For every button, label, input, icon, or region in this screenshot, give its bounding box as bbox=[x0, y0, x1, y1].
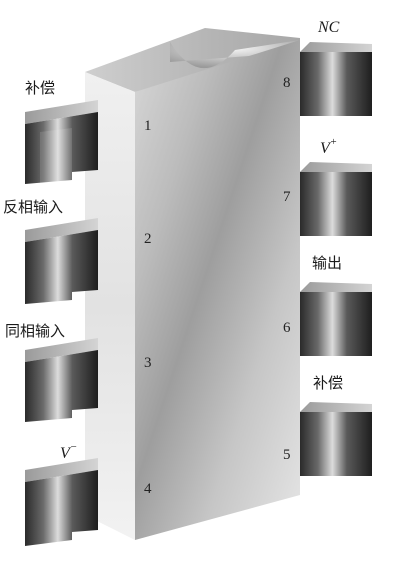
pin-label-3: 同相输入 bbox=[5, 322, 65, 340]
pin-number-1: 1 bbox=[144, 118, 152, 134]
pin-labels: 补偿 反相输入 同相输入 V− NC V+ 输出 补偿 bbox=[3, 19, 343, 462]
pin-label-7-main: V bbox=[320, 140, 332, 157]
pin-label-7: V+ bbox=[320, 136, 337, 157]
pin-number-8: 8 bbox=[283, 75, 291, 91]
pin-2-lead bbox=[25, 218, 98, 304]
ic-body bbox=[85, 28, 300, 540]
pin-label-8: NC bbox=[317, 19, 340, 36]
pin-4-lead bbox=[25, 458, 98, 546]
pin-label-2: 反相输入 bbox=[3, 198, 63, 216]
pin-number-3: 3 bbox=[144, 355, 152, 371]
pin-1-lead bbox=[25, 100, 98, 184]
pin-number-2: 2 bbox=[144, 231, 152, 247]
pin-number-5: 5 bbox=[283, 447, 291, 463]
pin-6-lead bbox=[300, 282, 372, 356]
ic-side-face bbox=[135, 40, 300, 540]
pin-label-4: V− bbox=[60, 441, 77, 462]
pin-label-7-sup: + bbox=[330, 136, 337, 148]
pin-label-5: 补偿 bbox=[313, 374, 343, 392]
pin-label-1: 补偿 bbox=[25, 79, 55, 97]
pin-number-6: 6 bbox=[283, 320, 291, 336]
pin-8-lead bbox=[300, 42, 372, 116]
pin-number-4: 4 bbox=[144, 481, 152, 497]
pin-5-lead bbox=[300, 402, 372, 476]
pin-label-4-sup: − bbox=[70, 441, 77, 453]
pin-3-lead bbox=[25, 338, 98, 422]
ic-top-face bbox=[85, 28, 300, 92]
pin-numbers: 1 2 3 4 8 7 6 5 bbox=[144, 75, 291, 497]
left-pins bbox=[25, 100, 98, 546]
pin-label-6: 输出 bbox=[312, 254, 342, 272]
pin-number-7: 7 bbox=[283, 189, 291, 205]
pin-label-4-main: V bbox=[60, 445, 72, 462]
ic-left-face bbox=[85, 72, 135, 540]
right-pins bbox=[300, 42, 372, 476]
pin-7-lead bbox=[300, 162, 372, 236]
ic-notch bbox=[170, 40, 300, 69]
